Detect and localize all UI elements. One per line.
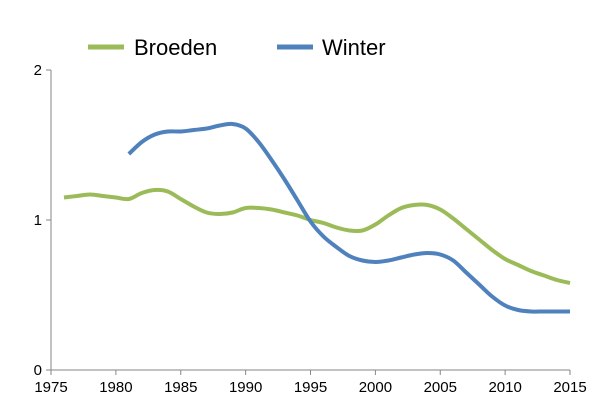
- axes: 0 1 2 1975 1980 1985 1990 1995 2000 2005 2010 2015: [34, 62, 587, 396]
- x-tick-label: 1975: [34, 379, 67, 396]
- x-tick-label: 1985: [164, 379, 197, 396]
- legend-label-winter: Winter: [322, 35, 386, 60]
- series-layer: [63, 121, 571, 314]
- x-tick-label: 1990: [229, 379, 262, 396]
- series-line-broeden: [63, 187, 571, 285]
- x-tick-label: 2005: [424, 379, 457, 396]
- x-tick-label: 2010: [488, 379, 521, 396]
- x-tick-label: 1980: [99, 379, 132, 396]
- series-line-winter: [127, 121, 570, 314]
- y-tick-label: 1: [34, 212, 42, 229]
- legend-label-broeden: Broeden: [134, 35, 217, 60]
- x-tick-label: 1995: [294, 379, 327, 396]
- y-tick-label: 0: [34, 362, 42, 379]
- legend: Broeden Winter: [88, 35, 386, 60]
- x-tick-label: 2000: [359, 379, 392, 396]
- x-tick-label: 2015: [553, 379, 586, 396]
- y-tick-label: 2: [34, 62, 42, 79]
